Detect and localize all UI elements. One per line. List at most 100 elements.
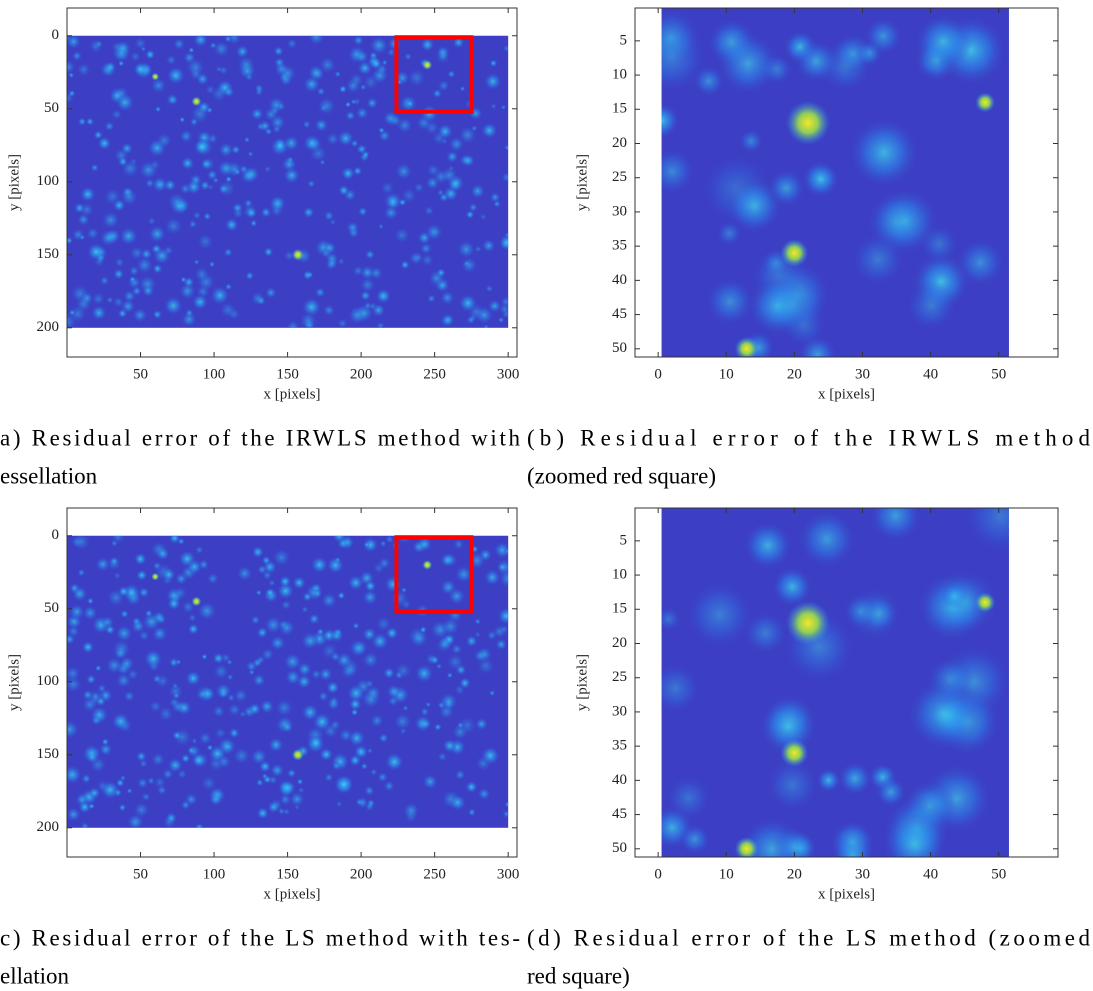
blob bbox=[283, 249, 296, 262]
blob bbox=[302, 120, 312, 129]
blob bbox=[255, 778, 264, 787]
blob bbox=[364, 580, 377, 593]
blob bbox=[117, 585, 130, 598]
blob bbox=[113, 147, 130, 164]
blob bbox=[109, 556, 119, 566]
blob bbox=[280, 599, 292, 611]
blob bbox=[112, 268, 125, 280]
blob bbox=[268, 736, 284, 753]
axes-box bbox=[66, 7, 518, 358]
blob bbox=[119, 187, 139, 207]
blob bbox=[263, 246, 274, 258]
blob bbox=[312, 588, 323, 599]
blob bbox=[224, 217, 240, 233]
blob bbox=[468, 202, 478, 213]
blob bbox=[474, 630, 482, 639]
blob bbox=[323, 210, 335, 222]
x-axis-label: x [pixels] bbox=[818, 386, 875, 402]
blob bbox=[502, 44, 509, 53]
caption: c) Residual error of the LS method with … bbox=[0, 925, 520, 950]
blob bbox=[176, 699, 193, 716]
blob bbox=[106, 296, 114, 304]
blob bbox=[138, 759, 148, 769]
axes-box bbox=[634, 7, 1059, 358]
blob bbox=[218, 65, 229, 76]
blob bbox=[80, 821, 90, 828]
blob bbox=[97, 135, 112, 151]
y-tick-label: 15 bbox=[612, 101, 627, 117]
x-tick-label: 0 bbox=[654, 366, 662, 382]
caption: ellation bbox=[0, 963, 69, 988]
blob bbox=[101, 737, 110, 746]
y-tick-label: 5 bbox=[620, 532, 628, 548]
blob bbox=[334, 70, 342, 78]
blob bbox=[219, 301, 237, 319]
blob bbox=[248, 669, 255, 676]
blob bbox=[474, 617, 482, 626]
blob bbox=[771, 566, 813, 608]
blob bbox=[438, 192, 449, 203]
blob bbox=[279, 779, 297, 797]
blob bbox=[308, 613, 321, 625]
blob bbox=[289, 791, 305, 808]
blob bbox=[390, 588, 410, 608]
blob bbox=[111, 712, 130, 731]
blob bbox=[384, 752, 405, 772]
blob bbox=[182, 51, 197, 65]
heatmap-texture bbox=[661, 508, 1009, 857]
blob bbox=[148, 224, 167, 244]
blob bbox=[93, 256, 105, 268]
blob bbox=[216, 159, 236, 178]
blob bbox=[88, 786, 101, 800]
axes-box bbox=[66, 507, 518, 858]
blob bbox=[250, 291, 266, 306]
blob bbox=[130, 618, 146, 634]
hot-spot bbox=[191, 96, 202, 107]
y-tick-label: 20 bbox=[612, 135, 627, 151]
blob bbox=[68, 309, 76, 316]
blob bbox=[439, 692, 458, 711]
blob bbox=[169, 196, 189, 216]
blob bbox=[100, 779, 121, 800]
blob bbox=[463, 260, 471, 268]
blob bbox=[363, 541, 370, 548]
blob bbox=[286, 37, 298, 50]
hot-spot bbox=[780, 238, 809, 267]
blob bbox=[420, 252, 435, 267]
blob bbox=[212, 652, 225, 665]
blob bbox=[661, 147, 696, 195]
blob bbox=[89, 755, 107, 774]
blob bbox=[163, 295, 184, 316]
blob bbox=[212, 39, 231, 58]
blob bbox=[725, 176, 784, 235]
blob bbox=[382, 110, 399, 127]
x-tick-label: 50 bbox=[133, 866, 148, 882]
blob bbox=[488, 689, 496, 697]
blob bbox=[446, 672, 454, 679]
blob bbox=[91, 291, 106, 307]
y-tick-label: 100 bbox=[37, 173, 60, 189]
blob bbox=[94, 664, 102, 672]
blob bbox=[152, 673, 162, 684]
blob bbox=[296, 661, 313, 677]
blob bbox=[67, 806, 82, 822]
blob bbox=[366, 747, 373, 754]
blob bbox=[71, 585, 88, 602]
blob bbox=[326, 256, 339, 270]
blob bbox=[379, 539, 387, 548]
blob bbox=[482, 324, 490, 328]
blob bbox=[678, 823, 711, 856]
blob bbox=[742, 520, 793, 571]
blob bbox=[231, 202, 244, 214]
blob bbox=[180, 311, 198, 328]
blob bbox=[151, 176, 169, 193]
blob bbox=[153, 775, 167, 790]
blob bbox=[171, 682, 179, 690]
blob bbox=[355, 106, 369, 120]
blob bbox=[498, 568, 509, 589]
blob bbox=[165, 811, 178, 825]
x-tick-label: 100 bbox=[203, 366, 226, 382]
blob bbox=[450, 643, 463, 656]
blob bbox=[375, 287, 392, 305]
blob bbox=[133, 61, 148, 77]
